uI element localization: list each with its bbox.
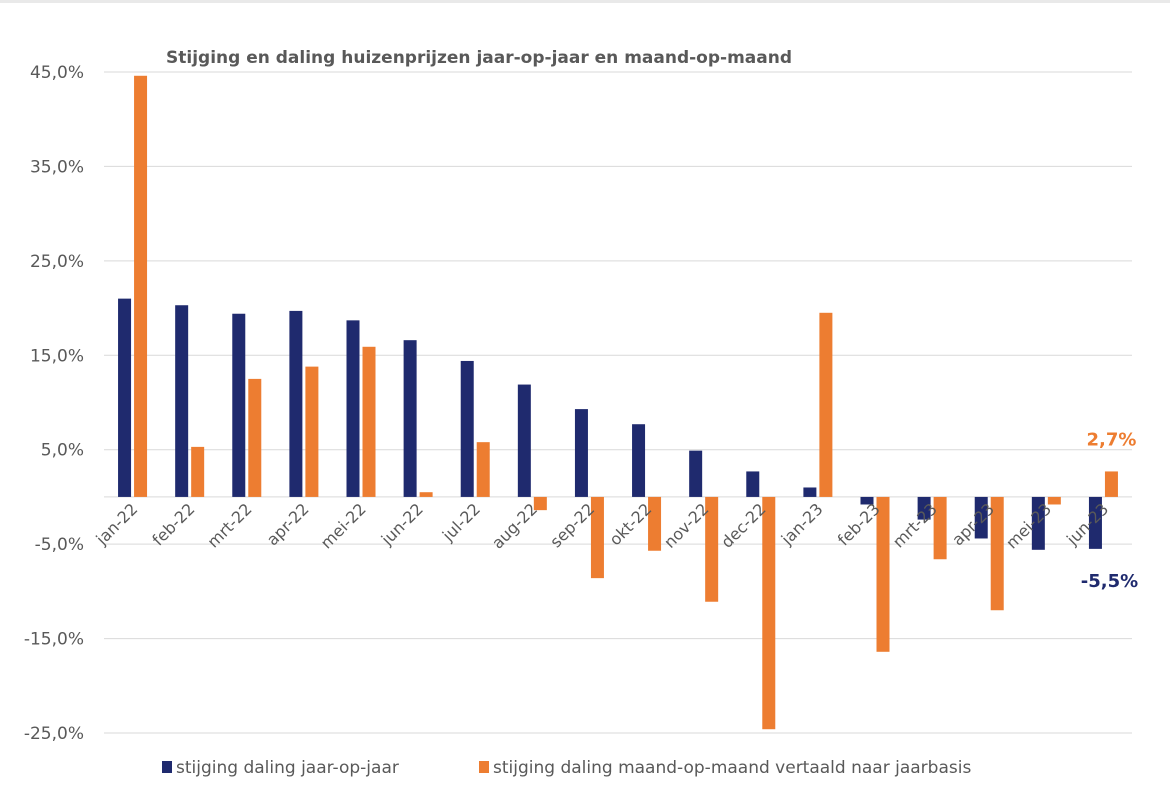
y-tick-label: 15,0% [30,346,84,366]
bar-maand-op-maand-jan-23 [819,312,833,497]
x-tick-label: sep-22 [546,499,598,551]
bar-maand-op-maand-feb-23 [876,496,890,652]
x-tick-label: jul-22 [438,499,484,545]
bar-jaar-op-jaar-jun-23 [1088,496,1102,549]
y-tick-label: 45,0% [30,63,84,83]
legend-label-jaar-op-jaar: stijging daling jaar-op-jaar [176,758,399,778]
bar-maand-op-maand-jan-22 [134,75,148,497]
data-labels: 2,7% -5,5% [1081,429,1138,591]
bar-maand-op-maand-jul-22 [476,442,490,497]
top-border [0,0,1170,3]
bar-maand-op-maand-mei-22 [362,346,376,497]
y-tick-label: -15,0% [24,630,84,650]
bar-jaar-op-jaar-jan-23 [803,487,817,497]
data-label: -5,5% [1081,571,1138,592]
bar-jaar-op-jaar-apr-22 [289,310,303,497]
x-tick-label: mrt-22 [204,499,256,551]
bar-maand-op-maand-mei-23 [1047,496,1061,505]
data-label: 2,7% [1086,429,1136,450]
bar-jaar-op-jaar-mei-22 [346,320,360,497]
bar-jaar-op-jaar-mei-23 [1031,496,1045,550]
bar-maand-op-maand-mrt-23 [933,496,947,560]
bar-jaar-op-jaar-jan-22 [118,298,132,497]
bar-jaar-op-jaar-sep-22 [574,409,588,497]
bar-jaar-op-jaar-jul-22 [460,360,474,497]
bar-maand-op-maand-nov-22 [705,496,719,602]
gridlines [104,71,1132,734]
x-tick-label: jan-23 [777,499,827,549]
y-tick-label: 35,0% [30,157,84,177]
bar-jaar-op-jaar-jun-22 [403,340,417,497]
bars [118,75,1118,730]
x-tick-label: feb-22 [148,499,198,549]
legend: stijging daling jaar-op-jaar stijging da… [162,758,971,778]
bar-jaar-op-jaar-mrt-22 [232,313,246,497]
y-tick-label: 25,0% [30,252,84,272]
bar-maand-op-maand-jun-23 [1104,471,1118,497]
bar-jaar-op-jaar-feb-23 [860,496,874,505]
bar-maand-op-maand-mrt-22 [248,378,262,497]
bar-jaar-op-jaar-okt-22 [632,424,646,497]
bar-maand-op-maand-apr-23 [990,496,1004,611]
bar-jaar-op-jaar-mrt-23 [917,496,931,520]
y-axis-labels: 45,0% 35,0% 25,0% 15,0% 5,0% -5,0% -15,0% -25,0… [24,63,84,744]
y-tick-label: 5,0% [41,441,84,461]
legend-label-maand-op-maand: stijging daling maand-op-maand vertaald … [493,758,971,778]
bar-jaar-op-jaar-apr-23 [974,496,988,539]
bar-jaar-op-jaar-aug-22 [517,384,531,497]
bar-jaar-op-jaar-feb-22 [175,305,189,497]
x-tick-label: jun-23 [1062,499,1112,549]
x-tick-label: jun-22 [377,499,427,549]
bar-jaar-op-jaar-nov-22 [689,450,703,497]
bar-maand-op-maand-okt-22 [648,496,662,551]
bar-maand-op-maand-sep-22 [590,496,604,579]
bar-maand-op-maand-dec-22 [762,496,776,730]
bar-maand-op-maand-feb-22 [191,446,205,497]
x-tick-label: okt-22 [606,499,656,549]
legend-swatch-maand-op-maand [479,761,489,773]
x-tick-label: feb-23 [834,499,884,549]
bar-jaar-op-jaar-dec-22 [746,471,760,497]
x-tick-label: mrt-23 [889,499,941,551]
bar-maand-op-maand-apr-22 [305,366,319,497]
legend-swatch-jaar-op-jaar [162,761,172,773]
x-tick-label: jan-22 [92,499,142,549]
bar-maand-op-maand-aug-22 [533,496,547,511]
x-tick-label: apr-22 [263,499,313,549]
x-tick-label: apr-23 [948,499,998,549]
y-tick-label: -5,0% [35,535,84,555]
y-tick-label: -25,0% [24,724,84,744]
chart-title: Stijging en daling huizenprijzen jaar-op… [166,48,792,68]
bar-maand-op-maand-jun-22 [419,492,433,497]
